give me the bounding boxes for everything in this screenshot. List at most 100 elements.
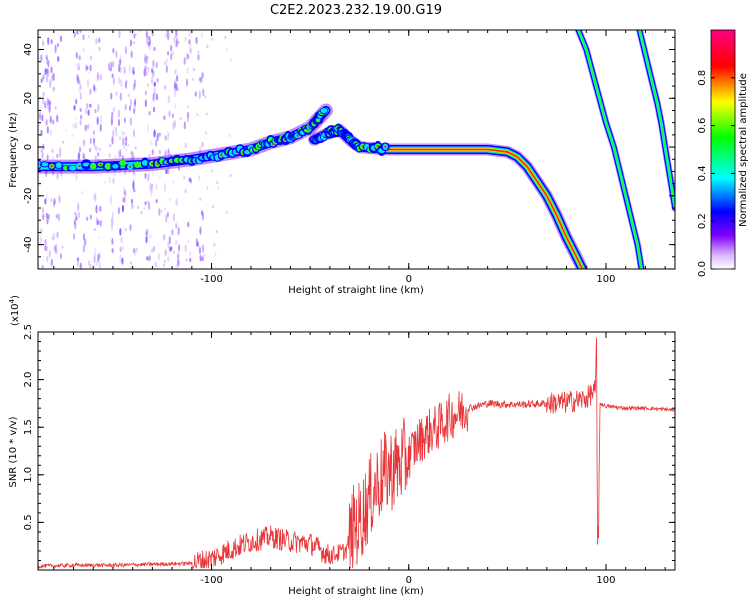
noise-speckle bbox=[98, 147, 101, 151]
spectral-trace-band bbox=[577, 30, 643, 269]
noise-speckle bbox=[201, 72, 204, 79]
noise-speckle bbox=[97, 220, 100, 226]
noise-speckle bbox=[158, 149, 161, 155]
noise-speckle bbox=[130, 150, 133, 156]
noise-speckle bbox=[89, 64, 92, 72]
noise-speckle bbox=[155, 61, 158, 69]
noise-speckle bbox=[158, 175, 161, 179]
noise-speckle bbox=[111, 211, 115, 218]
noise-speckle bbox=[150, 185, 154, 193]
noise-speckle bbox=[130, 50, 133, 59]
noise-speckle bbox=[74, 211, 77, 215]
noise-speckle bbox=[127, 143, 130, 148]
noise-speckle bbox=[147, 41, 150, 47]
noise-speckle bbox=[153, 91, 156, 101]
noise-speckle bbox=[176, 74, 179, 82]
noise-speckle bbox=[99, 74, 102, 81]
noise-speckle bbox=[179, 116, 182, 121]
noise-speckle bbox=[156, 133, 159, 142]
noise-speckle bbox=[189, 48, 192, 54]
noise-speckle bbox=[135, 32, 138, 36]
noise-speckle bbox=[199, 197, 202, 201]
noise-speckle bbox=[94, 144, 97, 150]
noise-speckle bbox=[115, 128, 118, 137]
noise-speckle bbox=[47, 213, 50, 220]
trace-blob bbox=[320, 108, 328, 114]
noise-speckle bbox=[119, 254, 122, 263]
noise-speckle bbox=[186, 111, 190, 119]
noise-speckle bbox=[113, 172, 116, 176]
noise-speckle bbox=[115, 91, 118, 96]
noise-speckle bbox=[198, 175, 201, 180]
noise-speckle bbox=[163, 61, 166, 66]
noise-speckle bbox=[109, 143, 112, 148]
noise-speckle bbox=[174, 68, 177, 75]
noise-speckle bbox=[164, 207, 167, 211]
noise-speckle bbox=[95, 146, 98, 152]
noise-speckle bbox=[78, 146, 82, 153]
noise-speckle bbox=[149, 39, 152, 45]
noise-speckle bbox=[187, 105, 190, 109]
noise-speckle bbox=[99, 114, 102, 124]
noise-speckle bbox=[119, 228, 122, 236]
noise-speckle bbox=[121, 257, 124, 265]
noise-speckle bbox=[41, 206, 45, 214]
noise-speckle bbox=[124, 80, 128, 89]
spectrogram-frame bbox=[37, 29, 676, 270]
noise-speckle bbox=[133, 107, 136, 114]
noise-speckle bbox=[172, 179, 175, 184]
noise-speckle bbox=[54, 106, 57, 110]
noise-speckle bbox=[119, 246, 122, 253]
noise-speckle bbox=[92, 137, 96, 144]
noise-speckle bbox=[186, 117, 189, 123]
colorbar-tick-label: 0.8 bbox=[697, 70, 708, 86]
noise-speckle bbox=[201, 244, 204, 254]
noise-speckle bbox=[129, 30, 132, 34]
noise-speckle bbox=[42, 74, 45, 80]
snr-panel: -100 0 100 0.5 1.0 1.5 2.0 2.5 Height of strai… bbox=[8, 295, 676, 597]
noise-speckle bbox=[73, 31, 76, 38]
noise-speckle bbox=[49, 129, 53, 136]
noise-speckle bbox=[50, 258, 53, 268]
colorbar-ticks: 0.0 0.2 0.4 0.6 0.8 bbox=[697, 29, 736, 277]
noise-speckle bbox=[93, 84, 96, 92]
noise-speckle bbox=[76, 30, 79, 35]
noise-speckle bbox=[148, 255, 151, 262]
noise-speckle bbox=[167, 241, 170, 248]
noise-speckle bbox=[40, 149, 43, 153]
noise-speckle bbox=[194, 91, 197, 97]
noise-speckle bbox=[147, 173, 150, 182]
noise-speckle bbox=[172, 213, 175, 222]
noise-speckle bbox=[147, 201, 151, 211]
noise-speckle bbox=[114, 127, 117, 131]
noise-speckle bbox=[87, 109, 90, 116]
noise-speckle bbox=[167, 256, 170, 262]
noise-speckle bbox=[151, 147, 155, 155]
noise-speckle bbox=[153, 86, 156, 96]
noise-speckle bbox=[144, 56, 147, 64]
noise-speckle bbox=[44, 238, 47, 247]
noise-speckle bbox=[188, 177, 191, 182]
noise-speckle bbox=[163, 259, 166, 264]
noise-speckle bbox=[83, 153, 86, 161]
trace-blob bbox=[119, 160, 127, 167]
noise-speckle bbox=[120, 79, 123, 88]
noise-speckle bbox=[125, 79, 128, 83]
noise-speckle bbox=[59, 253, 63, 260]
noise-speckle bbox=[87, 71, 90, 75]
noise-speckle bbox=[123, 145, 126, 150]
x-tick-label: 100 bbox=[596, 575, 615, 586]
y-tick-label: -40 bbox=[23, 236, 34, 252]
noise-speckle bbox=[165, 168, 168, 175]
noise-speckle bbox=[98, 261, 102, 269]
noise-speckle bbox=[98, 235, 101, 239]
noise-speckle bbox=[59, 35, 63, 43]
noise-speckle bbox=[121, 204, 125, 213]
trace-blob bbox=[99, 163, 102, 166]
noise-speckle bbox=[175, 198, 178, 206]
y-tick-label: 1.0 bbox=[23, 467, 34, 483]
noise-speckle bbox=[157, 252, 160, 261]
colorbar: 0.0 0.2 0.4 0.6 0.8 Normalized spectral ampl… bbox=[697, 29, 749, 277]
noise-speckle bbox=[171, 113, 174, 119]
noise-speckle bbox=[174, 78, 177, 85]
